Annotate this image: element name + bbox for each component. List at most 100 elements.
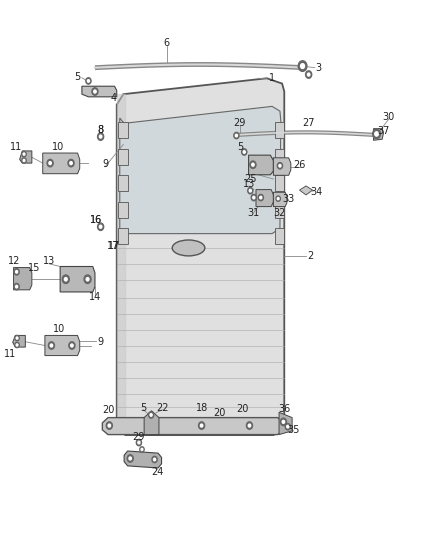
Polygon shape: [249, 155, 273, 175]
Circle shape: [148, 412, 154, 418]
Circle shape: [99, 135, 102, 138]
Text: 10: 10: [53, 324, 65, 334]
Text: 6: 6: [164, 38, 170, 48]
Circle shape: [129, 457, 131, 460]
Ellipse shape: [172, 240, 205, 256]
Text: 9: 9: [98, 337, 104, 347]
Text: 27: 27: [302, 118, 314, 128]
Circle shape: [62, 275, 69, 284]
Text: 1: 1: [269, 73, 275, 83]
Text: 10: 10: [52, 142, 64, 152]
Polygon shape: [20, 151, 32, 163]
Circle shape: [300, 63, 304, 68]
Polygon shape: [273, 192, 287, 207]
Circle shape: [86, 78, 91, 84]
Text: 36: 36: [278, 403, 290, 414]
Text: 14: 14: [89, 292, 101, 302]
FancyBboxPatch shape: [275, 122, 284, 138]
Circle shape: [15, 342, 19, 348]
Text: 13: 13: [243, 179, 255, 189]
Text: 25: 25: [244, 174, 257, 184]
Circle shape: [23, 153, 25, 155]
Circle shape: [50, 344, 53, 347]
Circle shape: [23, 159, 25, 161]
Circle shape: [307, 73, 310, 76]
Text: 8: 8: [98, 125, 104, 135]
Text: 17: 17: [106, 241, 119, 252]
Circle shape: [200, 424, 203, 427]
Circle shape: [249, 189, 251, 192]
Circle shape: [48, 342, 54, 349]
Polygon shape: [117, 78, 284, 435]
Circle shape: [16, 285, 18, 288]
Polygon shape: [256, 190, 273, 207]
Circle shape: [49, 161, 51, 165]
Text: 34: 34: [310, 187, 322, 197]
Circle shape: [277, 198, 279, 200]
Text: 11: 11: [4, 349, 16, 359]
Text: 29: 29: [234, 118, 246, 128]
Circle shape: [94, 90, 96, 93]
Text: 8: 8: [98, 125, 104, 135]
Circle shape: [243, 151, 245, 154]
Polygon shape: [374, 128, 384, 140]
Polygon shape: [144, 411, 159, 434]
Circle shape: [280, 418, 286, 425]
FancyBboxPatch shape: [275, 175, 284, 191]
Circle shape: [16, 344, 18, 346]
Circle shape: [86, 278, 89, 281]
Circle shape: [248, 424, 251, 427]
Circle shape: [287, 425, 289, 428]
Circle shape: [98, 133, 104, 140]
Text: 16: 16: [90, 215, 102, 225]
Polygon shape: [82, 86, 117, 97]
Circle shape: [247, 422, 253, 429]
Circle shape: [16, 337, 18, 339]
Circle shape: [22, 151, 26, 157]
Circle shape: [279, 165, 281, 167]
Circle shape: [248, 188, 253, 194]
Circle shape: [253, 196, 255, 199]
Circle shape: [98, 223, 104, 230]
Polygon shape: [120, 107, 281, 233]
Text: 20: 20: [102, 405, 114, 415]
FancyBboxPatch shape: [118, 228, 128, 244]
Text: 37: 37: [377, 126, 390, 136]
Circle shape: [99, 225, 102, 228]
Circle shape: [375, 132, 378, 136]
Polygon shape: [13, 335, 25, 347]
Text: 17: 17: [108, 241, 121, 252]
Circle shape: [69, 342, 75, 349]
Polygon shape: [60, 266, 95, 292]
Text: 35: 35: [288, 425, 300, 435]
Polygon shape: [102, 418, 283, 434]
Circle shape: [108, 424, 110, 427]
Circle shape: [47, 159, 53, 167]
Text: 22: 22: [156, 402, 169, 413]
Circle shape: [136, 439, 141, 446]
Polygon shape: [300, 186, 313, 195]
Text: 20: 20: [213, 408, 225, 418]
Circle shape: [250, 161, 256, 168]
Text: 5: 5: [74, 72, 81, 82]
Text: 33: 33: [283, 193, 295, 204]
Circle shape: [68, 159, 74, 167]
Circle shape: [150, 414, 152, 416]
Circle shape: [198, 422, 205, 429]
Circle shape: [154, 458, 155, 461]
Text: 4: 4: [111, 93, 117, 103]
Text: 29: 29: [133, 432, 145, 442]
Text: 9: 9: [102, 159, 108, 169]
FancyBboxPatch shape: [275, 202, 284, 217]
Circle shape: [70, 161, 72, 165]
Text: 12: 12: [8, 256, 21, 266]
Text: 5: 5: [140, 402, 146, 413]
Circle shape: [127, 455, 133, 462]
Circle shape: [15, 335, 19, 341]
Circle shape: [285, 423, 290, 430]
Circle shape: [282, 421, 285, 423]
Text: 26: 26: [293, 160, 306, 169]
Polygon shape: [45, 335, 80, 356]
Circle shape: [277, 163, 283, 169]
FancyBboxPatch shape: [275, 149, 284, 165]
